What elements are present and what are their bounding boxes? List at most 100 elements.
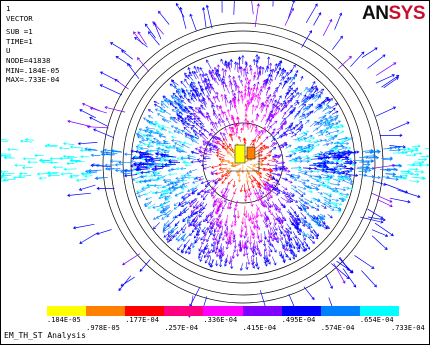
vector-arrow: [236, 249, 240, 257]
vector-arrow: [213, 66, 217, 74]
vector-arrow: [229, 82, 233, 90]
vector-arrow: [194, 147, 202, 151]
vector-arrow: [295, 217, 300, 221]
vector-arrow: [254, 257, 258, 267]
vector-arrow: [59, 156, 73, 160]
vector-arrow: [300, 133, 308, 138]
vector-arrow: [324, 180, 331, 184]
vector-arrow: [261, 126, 266, 135]
vector-arrow: [75, 178, 87, 182]
vector-arrow: [302, 145, 312, 150]
vector-arrow: [319, 215, 326, 220]
vector-arrow: [222, 201, 228, 210]
vector-arrow: [301, 221, 305, 227]
vector-arrow: [289, 107, 297, 113]
vector-arrow: [401, 170, 412, 174]
vector-arrow: [245, 173, 249, 184]
vector-arrow: [363, 168, 372, 172]
vector-arrow: [327, 167, 337, 172]
vector-arrow: [94, 176, 108, 181]
vector-arrow: [276, 67, 282, 76]
vector-arrow: [198, 245, 202, 252]
vector-arrow: [272, 214, 278, 221]
vector-arrow: [263, 177, 270, 182]
vector-arrow: [243, 231, 247, 239]
vector-arrow: [204, 152, 212, 156]
vector-arrow: [301, 205, 307, 210]
vector-arrow: [140, 154, 152, 158]
vector-arrow: [268, 93, 272, 100]
vector-arrow: [295, 87, 299, 94]
vector-arrow: [236, 116, 240, 126]
vector-arrow: [115, 56, 132, 67]
vector-arrow: [274, 203, 281, 211]
vector-arrow: [325, 132, 331, 136]
vector-arrow: [184, 117, 191, 123]
vector-arrow: [114, 163, 124, 167]
vector-arrow: [136, 147, 144, 151]
vector-arrow: [271, 186, 276, 192]
vector-arrow: [222, 142, 227, 147]
vector-arrow: [21, 166, 33, 170]
vector-arrow: [298, 100, 306, 108]
vector-arrow: [260, 101, 264, 108]
vector-arrow: [179, 6, 187, 29]
vector-arrow: [286, 223, 292, 231]
vector-arrow: [317, 191, 324, 195]
logo-text-red: SYS: [388, 3, 425, 24]
vector-arrow: [184, 163, 192, 167]
vector-arrow: [281, 69, 287, 77]
vector-arrow: [224, 214, 228, 225]
vector-arrow: [246, 236, 250, 244]
vector-arrow: [383, 77, 399, 89]
vector-arrow: [1, 140, 8, 143]
vector-arrow: [298, 170, 308, 174]
vector-arrow: [258, 249, 262, 257]
vector-arrow: [155, 139, 162, 144]
vector-arrow: [218, 250, 222, 258]
vector-arrow: [179, 95, 185, 100]
vector-arrow: [392, 150, 406, 155]
vector-arrow: [177, 130, 184, 135]
vector-arrow: [309, 163, 322, 168]
vector-arrow: [186, 214, 194, 222]
vector-arrow: [225, 225, 229, 236]
vector-arrow: [290, 133, 297, 138]
vector-arrow: [190, 206, 199, 213]
vector-arrow: [194, 71, 199, 79]
vector-arrow: [218, 220, 222, 230]
vector-arrow: [214, 232, 219, 241]
vector-arrow: [241, 54, 245, 64]
vector-arrow: [216, 248, 220, 258]
vector-arrow: [296, 126, 304, 131]
vector-arrow: [313, 139, 323, 144]
vector-arrow: [197, 249, 202, 260]
vector-arrow: [311, 85, 317, 93]
vector-arrow: [202, 193, 208, 201]
vector-arrow: [69, 175, 78, 179]
vector-arrow: [243, 92, 247, 101]
vector-arrow: [212, 95, 216, 103]
vector-arrow: [137, 57, 150, 72]
vector-arrow: [206, 85, 211, 94]
vector-arrow: [282, 71, 289, 81]
vector-arrow: [228, 230, 232, 240]
vector-arrow: [138, 155, 152, 159]
vector-arrow: [288, 97, 293, 103]
vector-arrow: [264, 167, 274, 173]
displacement-vectors: [1, 1, 429, 318]
vector-arrow: [147, 203, 156, 209]
vector-arrow: [324, 170, 337, 175]
vector-arrow: [243, 183, 247, 193]
vector-arrow: [206, 215, 214, 224]
vector-arrow: [198, 177, 205, 181]
vector-arrow: [360, 165, 369, 169]
vector-arrow: [184, 72, 189, 79]
vector-arrow: [161, 143, 170, 147]
vector-arrow: [242, 248, 246, 257]
vector-arrow: [280, 101, 287, 112]
vector-arrow: [375, 62, 397, 76]
vector-arrow: [250, 182, 255, 189]
vector-arrow: [249, 67, 253, 75]
